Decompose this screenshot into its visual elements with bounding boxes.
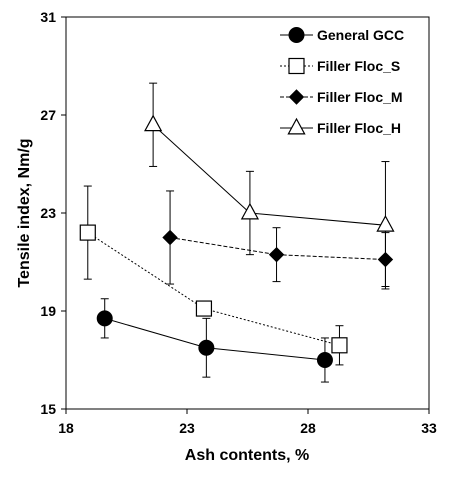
x-tick-label: 28 (300, 420, 316, 436)
legend: General GCC Filler Floc_S Filler Floc_M Fil… (280, 27, 404, 136)
filler-floc-s-series-line (87, 232, 340, 346)
filler-floc-s-point (331, 337, 348, 354)
filler-floc-s-point (195, 300, 213, 317)
filler-floc-m-legend-label: Filler Floc_M (317, 89, 403, 105)
filler-floc-s-point (79, 224, 96, 241)
filler-floc-m-point (162, 229, 178, 246)
y-tick-label: 27 (40, 107, 56, 123)
y-tick-label: 23 (40, 205, 56, 221)
filler-floc-s-legend-label: Filler Floc_S (317, 58, 400, 74)
filler-floc-m-point (377, 251, 394, 268)
x-tick-label: 23 (179, 420, 195, 436)
general-gcc-legend-label: General GCC (317, 27, 404, 43)
x-axis-title: Ash contents, % (185, 447, 309, 464)
y-tick-label: 15 (40, 401, 56, 417)
filler-floc-s-legend-marker (288, 57, 305, 75)
y-tick-label: 31 (40, 9, 56, 25)
filler-floc-h-legend-label: Filler Floc_H (317, 120, 401, 136)
y-tick-label: 19 (40, 303, 56, 319)
y-axis-title: Tensile index, Nm/g (16, 138, 33, 287)
x-tick-label: 18 (58, 420, 74, 436)
filler-floc-m-series-line (169, 237, 386, 261)
filler-floc-h-point (240, 202, 260, 220)
general-gcc-point (198, 339, 215, 356)
filler-floc-h-point (144, 114, 163, 132)
general-gcc-point (316, 352, 333, 368)
x-tick-label: 33 (421, 420, 437, 436)
filler-floc-m-legend-marker (288, 89, 305, 105)
general-gcc-legend-marker (288, 27, 305, 43)
filler-floc-h-legend-marker (287, 117, 306, 135)
general-gcc-point (96, 310, 113, 327)
filler-floc-m-point (268, 246, 285, 263)
filler-floc-h-point (376, 214, 395, 232)
